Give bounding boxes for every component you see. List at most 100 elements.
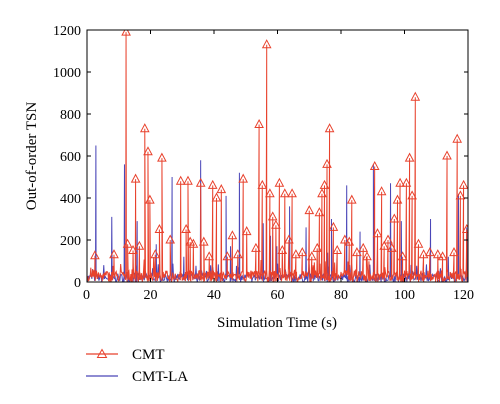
cmt-point-marker (425, 247, 435, 257)
cmt-point-marker (312, 242, 323, 252)
cmt-point-marker (211, 192, 222, 202)
cmt-point-marker (109, 249, 119, 259)
legend-triangle-marker-icon (96, 348, 108, 358)
cmt-point-marker (188, 238, 199, 248)
x-tick-label: 40 (207, 288, 221, 303)
y-tick-label: 400 (60, 192, 81, 207)
cmt-point-marker (376, 186, 387, 196)
y-tick-label: 800 (60, 108, 81, 123)
cmt-point-marker (134, 240, 145, 250)
cmt-point-marker (274, 177, 285, 187)
cmt-point-marker (314, 207, 325, 217)
cmt-point-marker (410, 91, 421, 101)
cmt-point-marker (130, 173, 141, 183)
cmt-point-marker (413, 238, 424, 248)
cmt-point-marker (304, 205, 315, 215)
cmt-point-marker (175, 175, 186, 185)
x-tick-label: 60 (271, 288, 285, 303)
cmt-point-marker (397, 251, 408, 261)
cmt-point-marker (279, 188, 290, 198)
cmt-point-marker (261, 39, 272, 49)
cmt-point-marker (271, 219, 281, 229)
cmt-point-marker (287, 188, 297, 198)
cmt-point-marker (216, 184, 227, 194)
cmt-point-marker (432, 249, 443, 259)
cmt-point-marker (372, 228, 383, 238)
cmt-point-marker (358, 242, 369, 252)
cmt-point-marker (458, 179, 468, 189)
cmt-point-marker (401, 177, 412, 187)
x-axis-title: Simulation Time (s) (217, 315, 337, 331)
cmt-point-marker (442, 150, 452, 160)
y-axis-title: Out-of-order TSN (24, 102, 40, 211)
cmt-point-marker (461, 223, 468, 233)
x-axis-ticks: 0 20 40 60 80 100 120 (83, 30, 474, 303)
cmt-point-marker (392, 194, 403, 204)
cmt-point-marker (265, 188, 275, 198)
cmt-point-marker (257, 179, 268, 189)
cmt-point-marker (183, 175, 193, 185)
cmt-point-marker (204, 251, 215, 261)
legend-label-cmt-la: CMT-LA (132, 369, 188, 385)
cmt-point-marker (139, 123, 150, 133)
cmt-point-marker (157, 152, 167, 162)
cmt-point-marker (452, 133, 463, 143)
cmt-point-marker (317, 188, 327, 198)
cmt-point-marker (297, 247, 308, 257)
cmt-point-marker (254, 118, 264, 128)
cmt-point-marker (227, 230, 238, 240)
y-axis-ticks: 0 200 400 600 800 1000 1200 (53, 24, 468, 291)
cmt-point-marker (207, 179, 218, 189)
y-tick-label: 200 (60, 234, 81, 249)
cmt-point-marker (324, 123, 335, 133)
series-line (87, 32, 468, 282)
cmt-point-marker (122, 238, 133, 248)
cmt-point-marker (339, 234, 350, 244)
cmt-point-marker (143, 146, 153, 156)
cmt-point-marker (322, 158, 332, 168)
cmt-point-marker (251, 242, 261, 252)
cmt-point-marker (195, 177, 206, 187)
cmt-point-marker (238, 173, 249, 183)
cmt-point-marker (332, 244, 343, 254)
cmt-point-marker (346, 194, 357, 204)
cmt-series (87, 30, 468, 282)
x-tick-label: 20 (144, 288, 158, 303)
cmt-point-marker (198, 236, 209, 246)
cmt-point-marker (145, 194, 155, 204)
cmt-point-marker (449, 247, 459, 257)
cmt-point-marker (232, 249, 243, 259)
cmt-point-marker (121, 30, 131, 36)
cmt-point-marker (165, 234, 176, 244)
cmt-point-marker (437, 251, 448, 261)
cmt-point-marker (383, 234, 393, 244)
cmt-point-marker (407, 190, 417, 200)
cmt-point-marker (306, 251, 317, 261)
cmt-point-marker (90, 250, 100, 260)
cmt-point-marker (455, 190, 466, 200)
x-tick-label: 100 (394, 288, 415, 303)
x-tick-label: 120 (453, 288, 474, 303)
y-tick-label: 0 (74, 276, 81, 291)
cmt-point-marker (241, 226, 252, 236)
y-tick-label: 600 (60, 150, 81, 165)
cmt-point-marker (181, 223, 191, 233)
cmt-point-marker (404, 152, 415, 162)
cmt-point-marker (369, 160, 380, 170)
cmt-point-marker (277, 244, 288, 254)
cmt-point-marker (386, 242, 397, 252)
cmt-point-marker (284, 234, 294, 244)
cmt-point-marker (154, 223, 165, 233)
cmt-point-marker (418, 249, 429, 259)
cmt-point-marker (379, 240, 390, 250)
cmt-point-marker (389, 213, 400, 223)
cmt-point-marker (267, 211, 278, 221)
legend: CMT CMT-LA (86, 347, 188, 385)
y-tick-label: 1000 (53, 66, 81, 81)
y-tick-label: 1200 (53, 24, 81, 39)
x-tick-label: 80 (334, 288, 348, 303)
cmt-point-marker (319, 179, 330, 189)
cmt-point-marker (328, 221, 339, 231)
